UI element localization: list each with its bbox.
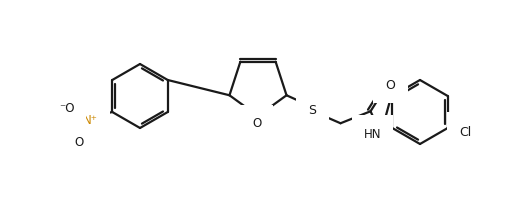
Text: O: O bbox=[385, 78, 395, 91]
Text: N⁺: N⁺ bbox=[83, 114, 98, 127]
Text: HN: HN bbox=[364, 127, 381, 140]
Text: O: O bbox=[75, 136, 84, 149]
Text: O: O bbox=[253, 117, 261, 130]
Text: ⁻O: ⁻O bbox=[59, 102, 74, 115]
Text: S: S bbox=[309, 103, 317, 116]
Text: Cl: Cl bbox=[460, 125, 472, 138]
